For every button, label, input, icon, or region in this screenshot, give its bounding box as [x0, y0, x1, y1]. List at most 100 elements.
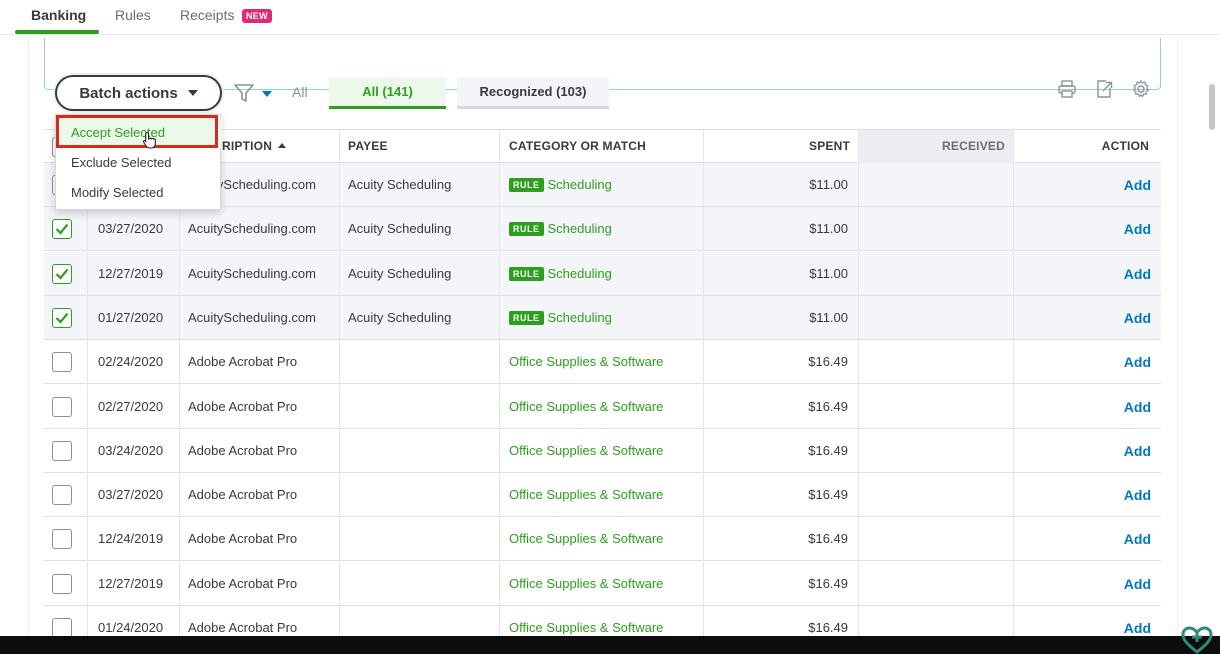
header-category[interactable]: CATEGORY OR MATCH [500, 130, 704, 163]
cell-payee[interactable] [340, 384, 500, 429]
filter-all-label[interactable]: All [292, 84, 308, 100]
category-link[interactable]: Office Supplies & Software [509, 531, 664, 547]
tab-banking[interactable]: Banking [31, 7, 87, 23]
category-link[interactable]: Office Supplies & Software [509, 620, 664, 635]
cell-action: Add [1014, 562, 1161, 606]
cell-received [859, 428, 1014, 473]
category-link[interactable]: Office Supplies & Software [509, 487, 664, 503]
table-row[interactable]: 03/24/2020 Adobe Acrobat Pro Office Supp… [44, 428, 1161, 473]
cell-action: Add [1014, 207, 1161, 251]
add-button[interactable]: Add [1123, 442, 1151, 459]
header-payee[interactable]: PAYEE [340, 130, 500, 163]
cell-date: 01/27/2020 [88, 295, 180, 340]
cell-category[interactable]: Office Supplies & Software [500, 340, 704, 385]
table-row[interactable]: 03/27/2020 Adobe Acrobat Pro Office Supp… [44, 473, 1161, 518]
export-icon[interactable] [1094, 79, 1114, 99]
scrollbar-thumb[interactable] [1209, 84, 1215, 130]
menu-item-exclude-selected[interactable]: Exclude Selected [71, 155, 172, 170]
add-button[interactable]: Add [1123, 177, 1151, 193]
cell-payee[interactable] [340, 473, 500, 518]
row-checkbox[interactable] [52, 263, 72, 284]
gear-icon[interactable] [1131, 79, 1151, 99]
tab-rules[interactable]: Rules [115, 7, 151, 23]
header-description[interactable]: RIPTION [180, 130, 340, 163]
table-row[interactable]: 12/27/2019 AcuityScheduling.com Acuity S… [44, 251, 1161, 296]
cell-category[interactable]: Office Supplies & Software [500, 473, 704, 518]
table-row[interactable]: 02/24/2020 Adobe Acrobat Pro Office Supp… [44, 340, 1161, 385]
cell-category[interactable]: Office Supplies & Software [500, 606, 704, 650]
header-received[interactable]: RECEIVED [859, 130, 1014, 163]
category-link[interactable]: Office Supplies & Software [509, 442, 664, 458]
cell-category[interactable]: RULE Scheduling [500, 207, 704, 252]
cell-received [859, 606, 1014, 650]
category-link[interactable]: Office Supplies & Software [509, 398, 664, 414]
row-checkbox[interactable] [52, 396, 72, 417]
add-button[interactable]: Add [1123, 487, 1151, 504]
cell-payee[interactable]: Acuity Scheduling [340, 163, 500, 207]
cell-payee[interactable] [340, 606, 500, 650]
top-tab-bar: Banking Rules Receipts NEW [0, 0, 1220, 34]
menu-item-modify-selected[interactable]: Modify Selected [71, 185, 164, 200]
printer-icon[interactable] [1057, 79, 1077, 99]
cell-payee[interactable] [340, 428, 500, 473]
cell-payee[interactable] [340, 517, 500, 562]
table-row[interactable]: 12/27/2019 Adobe Acrobat Pro Office Supp… [44, 561, 1161, 606]
filter-icon[interactable] [233, 82, 255, 104]
cell-payee[interactable] [340, 561, 500, 606]
category-link[interactable]: Office Supplies & Software [509, 575, 664, 591]
row-checkbox[interactable] [52, 618, 72, 638]
category-link[interactable]: Scheduling [547, 221, 612, 237]
cell-spent: $11.00 [704, 163, 859, 207]
menu-item-accept-selected[interactable]: Accept Selected [56, 118, 222, 148]
header-spent[interactable]: SPENT [704, 130, 859, 163]
cell-payee[interactable] [340, 340, 500, 385]
row-checkbox[interactable] [52, 440, 72, 461]
category-link[interactable]: Scheduling [547, 265, 612, 281]
cell-received [859, 517, 1014, 562]
table-row[interactable]: 03/27/2020 AcuityScheduling.com Acuity S… [44, 207, 1161, 252]
add-button[interactable]: Add [1123, 354, 1151, 371]
tab-recognized[interactable]: Recognized (103) [457, 77, 609, 109]
filter-dropdown-icon[interactable] [262, 91, 272, 97]
table-row[interactable]: AcuityScheduling.com Acuity Scheduling R… [44, 163, 1161, 207]
add-button[interactable]: Add [1123, 221, 1151, 238]
row-checkbox[interactable] [52, 307, 72, 328]
cell-payee[interactable]: Acuity Scheduling [340, 207, 500, 252]
table-row[interactable]: 12/24/2019 Adobe Acrobat Pro Office Supp… [44, 517, 1161, 562]
add-button[interactable]: Add [1123, 265, 1151, 282]
cell-category[interactable]: Office Supplies & Software [500, 517, 704, 562]
add-button[interactable]: Add [1123, 575, 1151, 592]
add-button[interactable]: Add [1123, 309, 1151, 326]
add-button[interactable]: Add [1123, 620, 1151, 636]
add-button[interactable]: Add [1123, 531, 1151, 548]
table-row[interactable]: 01/27/2020 AcuityScheduling.com Acuity S… [44, 295, 1161, 340]
sort-ascending-icon [278, 143, 287, 148]
cell-action: Add [1014, 429, 1161, 473]
cell-select [44, 251, 88, 296]
cell-payee[interactable]: Acuity Scheduling [340, 295, 500, 340]
row-checkbox[interactable] [52, 573, 72, 594]
row-checkbox[interactable] [52, 219, 72, 240]
cell-date: 03/24/2020 [88, 428, 180, 473]
table-row[interactable]: 02/27/2020 Adobe Acrobat Pro Office Supp… [44, 384, 1161, 429]
cell-payee[interactable]: Acuity Scheduling [340, 251, 500, 296]
add-button[interactable]: Add [1123, 398, 1151, 415]
row-checkbox[interactable] [52, 529, 72, 550]
cell-action: Add [1014, 252, 1161, 296]
cell-category[interactable]: Office Supplies & Software [500, 384, 704, 429]
row-checkbox[interactable] [52, 485, 72, 506]
tab-all[interactable]: All (141) [329, 77, 446, 109]
row-checkbox[interactable] [52, 352, 72, 373]
cell-category[interactable]: RULE Scheduling [500, 163, 704, 207]
cell-category[interactable]: RULE Scheduling [500, 251, 704, 296]
category-link[interactable]: Scheduling [547, 309, 612, 325]
category-link[interactable]: Scheduling [547, 177, 612, 192]
cell-category[interactable]: Office Supplies & Software [500, 428, 704, 473]
cell-description: Adobe Acrobat Pro [180, 517, 340, 562]
cell-category[interactable]: RULE Scheduling [500, 295, 704, 340]
cell-category[interactable]: Office Supplies & Software [500, 561, 704, 606]
category-link[interactable]: Office Supplies & Software [509, 354, 664, 370]
batch-actions-button[interactable]: Batch actions [55, 75, 222, 111]
tab-receipts[interactable]: Receipts [180, 7, 235, 23]
table-row[interactable]: 01/24/2020 Adobe Acrobat Pro Office Supp… [44, 606, 1161, 650]
